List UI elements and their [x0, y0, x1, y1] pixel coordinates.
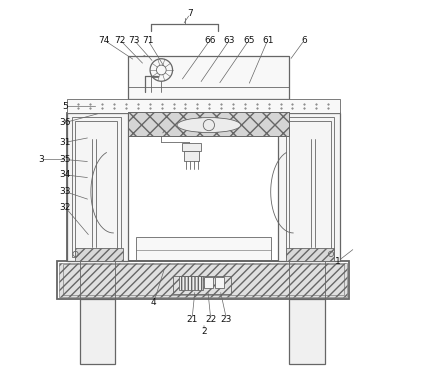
Text: 6: 6	[301, 35, 307, 44]
Text: 34: 34	[60, 170, 71, 179]
Text: 31: 31	[59, 138, 71, 147]
Bar	[179, 276, 203, 290]
Bar	[278, 113, 340, 261]
Bar	[128, 112, 289, 136]
Text: 61: 61	[262, 35, 274, 44]
Bar	[289, 299, 325, 364]
Text: 63: 63	[224, 35, 235, 44]
Bar	[204, 277, 214, 288]
Text: 5: 5	[63, 102, 68, 111]
Text: 66: 66	[204, 35, 216, 44]
Text: 35: 35	[59, 155, 71, 164]
Text: 23: 23	[221, 315, 232, 324]
Text: 4: 4	[151, 298, 157, 307]
Bar	[67, 113, 128, 261]
Bar	[67, 99, 340, 113]
Bar	[63, 264, 344, 295]
Text: 7: 7	[187, 9, 193, 18]
Text: 36: 36	[59, 118, 71, 127]
Bar	[285, 117, 334, 257]
Text: 22: 22	[205, 315, 216, 324]
Text: 3: 3	[39, 155, 44, 164]
Text: 32: 32	[60, 203, 71, 212]
Bar	[67, 113, 340, 261]
Bar	[75, 248, 123, 261]
Text: 1: 1	[335, 256, 341, 265]
Text: 72: 72	[115, 35, 126, 44]
Text: 71: 71	[142, 35, 154, 44]
Text: 65: 65	[243, 35, 255, 44]
Bar	[285, 248, 333, 261]
Bar	[182, 143, 201, 151]
Bar	[72, 117, 121, 257]
Bar	[184, 151, 199, 161]
Text: 2: 2	[201, 327, 207, 336]
Text: 74: 74	[98, 35, 110, 44]
Bar	[128, 112, 289, 136]
Bar	[214, 277, 224, 288]
Text: 73: 73	[128, 35, 140, 44]
Bar	[173, 276, 231, 294]
Ellipse shape	[177, 118, 241, 133]
Text: 21: 21	[186, 315, 198, 324]
Bar	[75, 121, 117, 254]
Bar	[128, 56, 289, 99]
Bar	[136, 238, 271, 260]
Bar	[79, 299, 115, 364]
Text: 33: 33	[59, 187, 71, 196]
Bar	[289, 121, 331, 254]
Bar	[57, 261, 349, 299]
Bar	[59, 263, 348, 297]
